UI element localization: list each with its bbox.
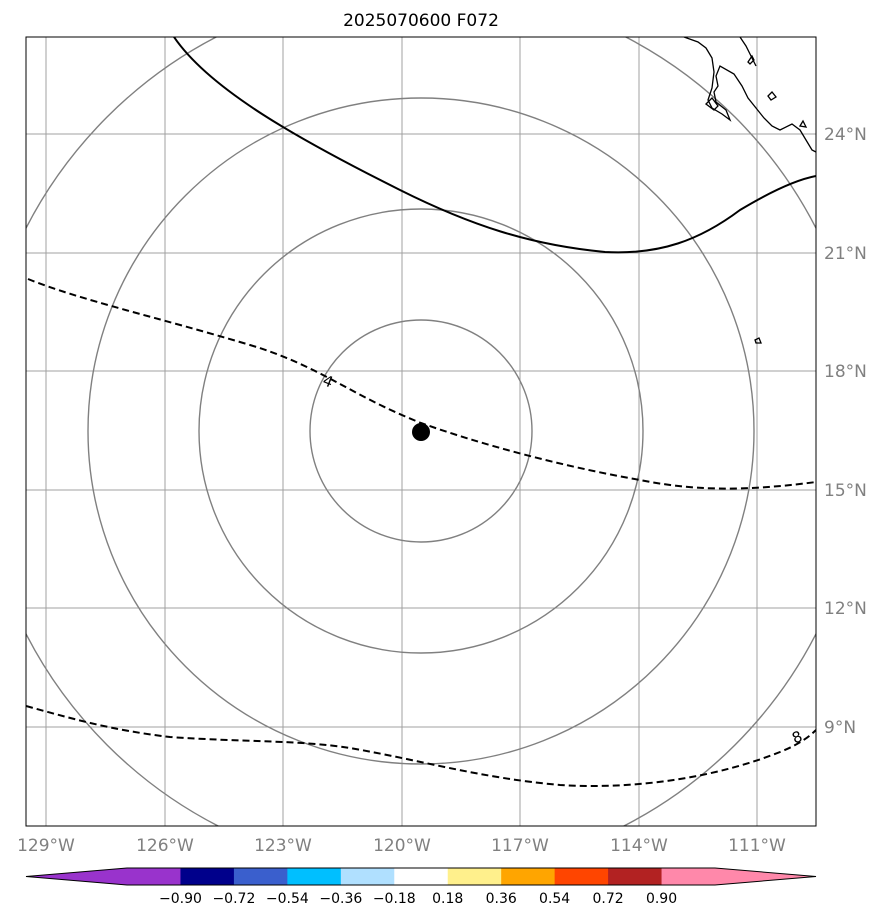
colorbar-tick-label: −0.36 [319,891,362,907]
colorbar-tick-label: −0.18 [373,891,416,907]
colorbar-segment [447,868,502,885]
lat-label-18n: 18°N [824,362,867,382]
colorbar-extend-low [26,868,127,885]
lat-label-21n: 21°N [824,244,867,264]
colorbar-tick-label: −0.72 [212,891,255,907]
colorbar-segment [554,868,609,885]
lat-label-12n: 12°N [824,599,867,619]
colorbar: −0.90 −0.72 −0.54 −0.36 −0.18 0.18 0.36 0.54 0.7… [25,867,817,907]
lon-label-123w: 123°W [254,836,312,856]
storm-center-marker [412,423,430,441]
graticule [26,37,816,826]
lon-label-114w: 114°W [610,836,668,856]
colorbar-tick-label: 0.72 [593,891,624,907]
colorbar-tick-label: 0.36 [486,891,517,907]
colorbar-segment [340,868,395,885]
map-title: 2025070600 F072 [343,11,499,31]
colorbar-outline [25,867,817,886]
map-area: 4 8 [26,37,816,826]
colorbar-segment [661,868,716,885]
coastline [683,37,816,344]
range-rings [26,37,816,826]
colorbar-segment [127,868,181,885]
colorbar-extend-high [715,868,816,885]
colorbar-tick-label: −0.54 [266,891,309,907]
solid-contour-line [173,37,816,254]
lat-label-9n: 9°N [824,718,856,738]
colorbar-tick-label: 0.90 [646,891,677,907]
lon-label-126w: 126°W [136,836,194,856]
colorbar-tick-label: 0.18 [432,891,463,907]
lat-label-15n: 15°N [824,481,867,501]
lon-label-129w: 129°W [17,836,75,856]
latitude-labels: 24°N 21°N 18°N 15°N 12°N 9°N [824,125,867,738]
colorbar-segment [287,868,342,885]
range-ring-1 [309,319,533,543]
dashed-contour-8 [26,705,816,788]
lon-label-111w: 111°W [728,836,786,856]
colorbar-segment [501,868,556,885]
colorbar-tick-label: −0.90 [159,891,202,907]
map-frame [25,36,817,827]
lon-label-120w: 120°W [373,836,431,856]
range-ring-2 [198,208,644,654]
colorbar-segment [394,868,449,885]
lat-label-24n: 24°N [824,125,867,145]
range-ring-3 [87,97,755,765]
colorbar-segment [608,868,663,885]
colorbar-segment [233,868,288,885]
lon-label-117w: 117°W [491,836,549,856]
longitude-labels: 129°W 126°W 123°W 120°W 117°W 114°W 111°… [17,836,786,856]
colorbar-segment [180,868,235,885]
colorbar-tick-label: 0.54 [539,891,570,907]
